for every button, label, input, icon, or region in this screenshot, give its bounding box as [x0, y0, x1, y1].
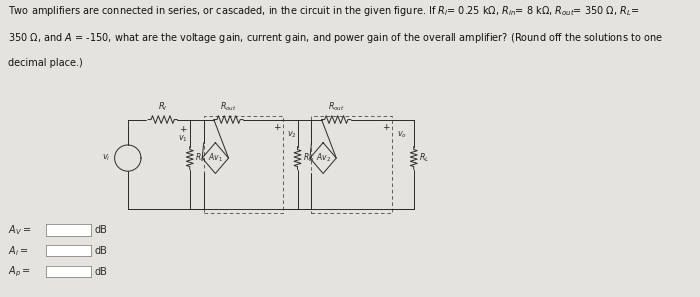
Text: $R_{in}$: $R_{in}$ [303, 152, 315, 164]
Text: $R_L$: $R_L$ [419, 152, 430, 164]
Text: $R_{out}$: $R_{out}$ [220, 100, 237, 113]
Text: $v_o$: $v_o$ [397, 129, 407, 140]
Text: Two amplifiers are connected in series, or cascaded, in the circuit in the given: Two amplifiers are connected in series, … [8, 4, 640, 18]
Text: $v_2$: $v_2$ [288, 129, 298, 140]
Text: dB: dB [94, 225, 107, 235]
Text: $A_i=$: $A_i=$ [8, 244, 29, 258]
Text: $A_V=$: $A_V=$ [8, 223, 32, 237]
Text: $A_p=$: $A_p=$ [8, 265, 32, 279]
Text: +: + [273, 123, 280, 132]
Text: decimal place.): decimal place.) [8, 58, 83, 68]
Text: dB: dB [94, 246, 107, 256]
Text: $v_1$: $v_1$ [178, 134, 188, 144]
Text: +: + [382, 123, 390, 132]
Text: +: + [179, 125, 187, 134]
Text: $R_I$: $R_I$ [158, 100, 167, 113]
Text: $Av_2$: $Av_2$ [316, 152, 330, 164]
Text: $R_{out}$: $R_{out}$ [328, 100, 344, 113]
Text: $R_{in}$: $R_{in}$ [195, 152, 207, 164]
Text: $v_i$: $v_i$ [102, 153, 111, 163]
Text: dB: dB [94, 267, 107, 277]
Text: $Av_1$: $Av_1$ [208, 152, 223, 164]
Text: 350 $\Omega$, and $A$ = -150, what are the voltage gain, current gain, and power: 350 $\Omega$, and $A$ = -150, what are t… [8, 31, 663, 45]
